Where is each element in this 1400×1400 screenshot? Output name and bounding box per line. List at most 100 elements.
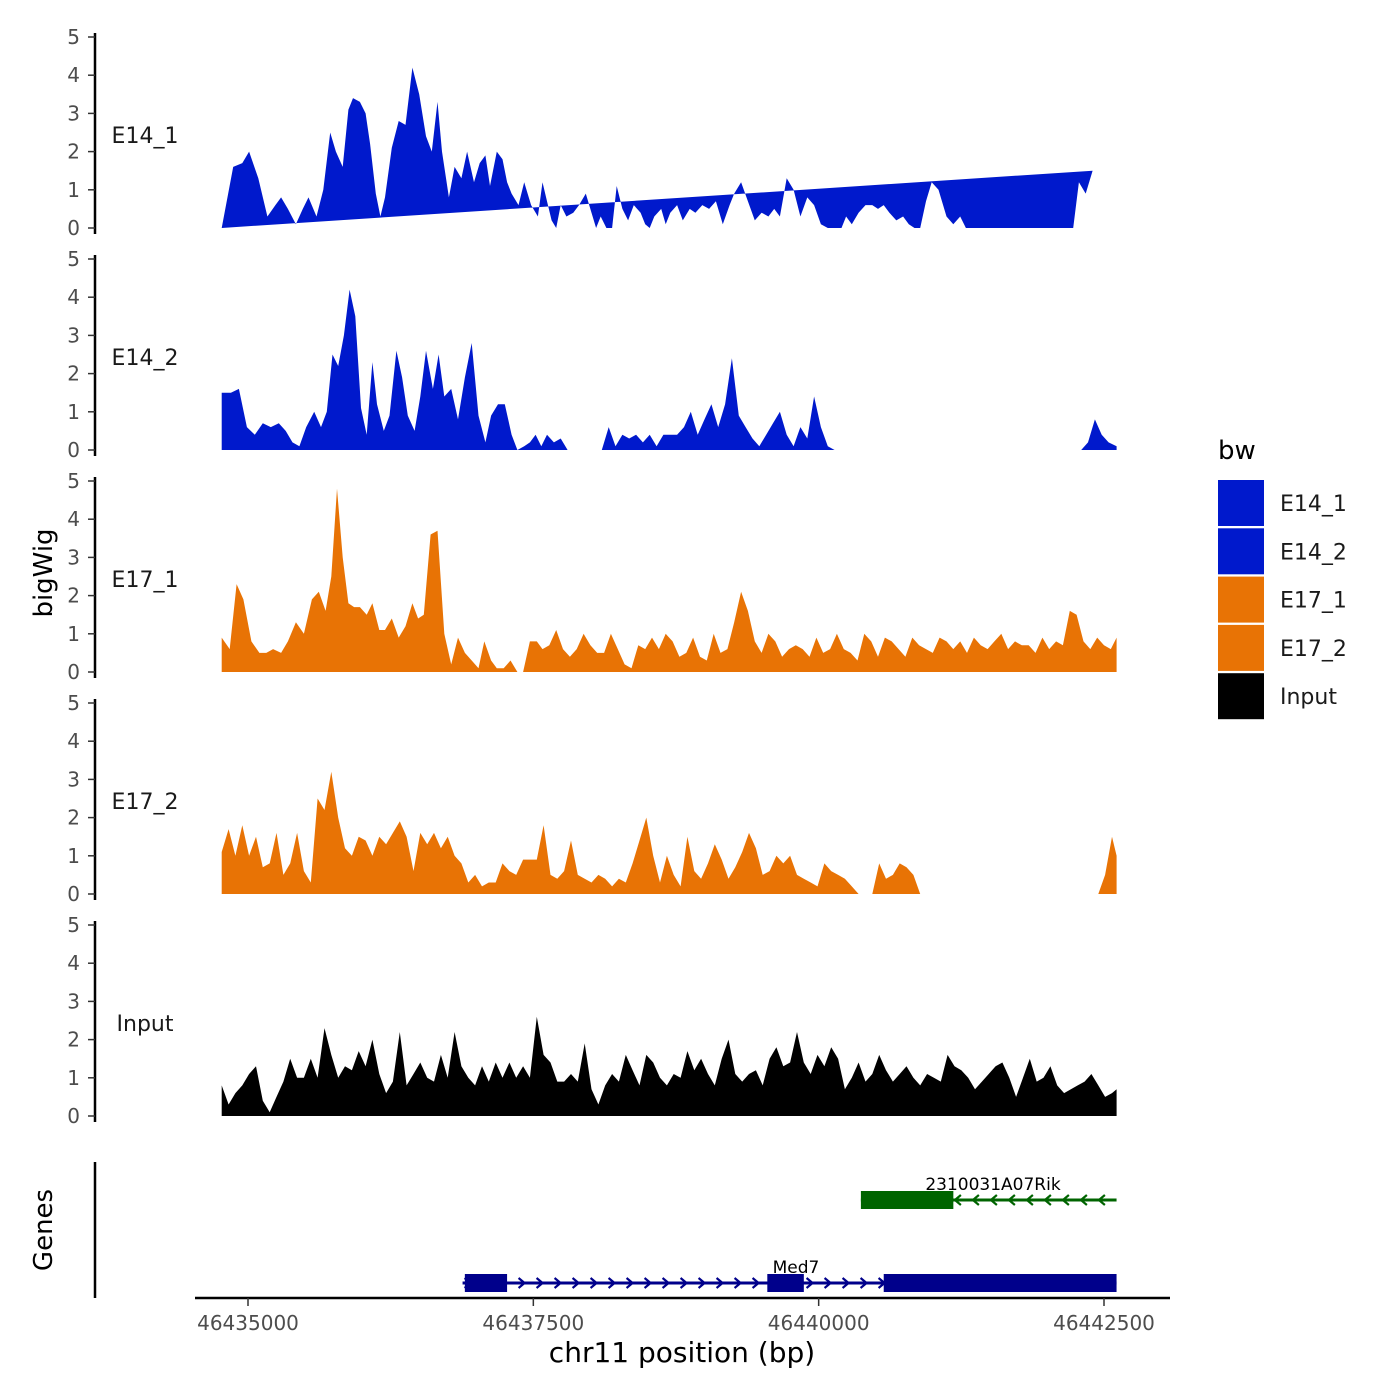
- y-tick-label: 5: [67, 691, 80, 715]
- strand-arrow: [517, 1277, 527, 1289]
- x-tick-label: 46442500: [1053, 1311, 1155, 1335]
- y-tick-label: 1: [67, 400, 80, 424]
- legend-item: Input: [1218, 673, 1337, 720]
- y-tick-label: 4: [67, 63, 80, 87]
- strand-arrow: [607, 1277, 617, 1289]
- track-E17_1: 0 1 2 3 4 5 E17_1: [67, 469, 1117, 684]
- x-axis: chr11 position (bp) 46435000 46437500 4644…: [195, 1296, 1170, 1369]
- legend-item: E17_2: [1218, 624, 1347, 671]
- y-tick-label: 3: [67, 323, 80, 347]
- strand-arrow: [553, 1277, 563, 1289]
- y-tick-label: 2: [67, 362, 80, 386]
- y-tick-label: 5: [67, 247, 80, 271]
- y-tick-label: 1: [67, 1066, 80, 1090]
- strand-arrow: [661, 1277, 671, 1289]
- strand-arrow: [625, 1277, 635, 1289]
- strand-arrow: [989, 1194, 998, 1206]
- y-tick-label: 5: [67, 913, 80, 937]
- gene-label: Med7: [773, 1258, 820, 1278]
- legend-swatch: [1218, 480, 1264, 526]
- signal-area: [221, 1016, 1117, 1116]
- signal-area: [221, 488, 1117, 672]
- legend-item: E14_2: [1218, 528, 1347, 575]
- y-tick-label: 0: [67, 1104, 80, 1128]
- track-E14_2: 0 1 2 3 4 5 E14_2: [67, 247, 1117, 462]
- legend-item: E17_1: [1218, 576, 1347, 623]
- y-tick-label: 1: [67, 844, 80, 868]
- y-tick-label: 5: [67, 25, 80, 49]
- x-tick-label: 46435000: [197, 1311, 299, 1335]
- track-label: E14_2: [112, 346, 179, 371]
- track-E14_1: 0 1 2 3 4 5 E14_1: [67, 25, 1093, 240]
- strand-arrow: [571, 1277, 581, 1289]
- y-tick-label: 0: [67, 882, 80, 906]
- legend-label: E14_2: [1280, 540, 1347, 565]
- gene-exon: [464, 1274, 508, 1292]
- y-tick-label: 3: [67, 545, 80, 569]
- legend-label: E17_2: [1280, 637, 1347, 662]
- gene-exon: [883, 1274, 1117, 1292]
- x-axis-title: chr11 position (bp): [549, 1336, 815, 1369]
- gene-Med7: Med7: [462, 1258, 1117, 1292]
- strand-arrow: [859, 1277, 869, 1289]
- strand-arrow: [805, 1277, 815, 1289]
- strand-arrow: [1025, 1194, 1034, 1206]
- y-tick-label: 4: [67, 507, 80, 531]
- y-tick-label: 2: [67, 1028, 80, 1052]
- legend-label: Input: [1280, 685, 1337, 710]
- strand-arrow: [589, 1277, 599, 1289]
- signal-area: [221, 289, 1117, 450]
- strand-arrow: [535, 1277, 545, 1289]
- x-tick-label: 46437500: [482, 1311, 584, 1335]
- strand-arrow: [643, 1277, 653, 1289]
- track-label: E17_2: [112, 790, 179, 815]
- gene-2310031A07Rik: 2310031A07Rik: [860, 1175, 1117, 1209]
- track-Input: 0 1 2 3 4 5 Input: [67, 913, 1117, 1128]
- strand-arrow: [1061, 1194, 1070, 1206]
- legend-label: E17_1: [1280, 589, 1347, 614]
- y-tick-label: 2: [67, 584, 80, 608]
- strand-arrow: [1007, 1194, 1016, 1206]
- y-tick-label: 3: [67, 101, 80, 125]
- strand-arrow: [1097, 1194, 1106, 1206]
- legend-swatch: [1218, 624, 1264, 671]
- y-tick-label: 2: [67, 806, 80, 830]
- y-axis-title: bigWig: [29, 528, 59, 617]
- gene-exon: [860, 1191, 954, 1209]
- y-tick-label: 0: [67, 216, 80, 240]
- strand-arrow: [697, 1277, 707, 1289]
- track-label: E17_1: [112, 568, 179, 593]
- y-tick-label: 3: [67, 989, 80, 1013]
- y-tick-label: 0: [67, 660, 80, 684]
- y-tick-label: 1: [67, 178, 80, 202]
- signal-area: [221, 771, 1117, 894]
- strand-arrow: [971, 1194, 980, 1206]
- tracks-layer: 0 1 2 3 4 5 E14_1 0 1 2 3 4 5 E14_2 0 1 2 3 4 5 E17_1 0 1 2 3 4 5 E…: [67, 25, 1117, 1128]
- genes-panel-title: Genes: [29, 1189, 59, 1271]
- legend-swatch: [1218, 528, 1264, 575]
- gene-label: 2310031A07Rik: [925, 1175, 1061, 1195]
- strand-arrow: [751, 1277, 761, 1289]
- strand-arrow: [841, 1277, 851, 1289]
- y-tick-label: 4: [67, 729, 80, 753]
- strand-arrow: [679, 1277, 689, 1289]
- legend: bw E14_1 E14_2 E17_1 E17_2 Input: [1218, 436, 1347, 720]
- track-label: E14_1: [112, 124, 179, 149]
- y-tick-label: 4: [67, 285, 80, 309]
- y-tick-label: 0: [67, 438, 80, 462]
- gene-exon: [767, 1274, 804, 1292]
- strand-arrow: [715, 1277, 725, 1289]
- y-tick-label: 5: [67, 469, 80, 493]
- signal-area: [221, 67, 1093, 228]
- track-label: Input: [117, 1012, 174, 1037]
- legend-swatch: [1218, 673, 1264, 720]
- strand-arrow: [953, 1194, 962, 1206]
- strand-arrow: [733, 1277, 743, 1289]
- genes-panel: Genes 2310031A07Rik Med7: [29, 1162, 1117, 1298]
- legend-label: E14_1: [1280, 492, 1347, 517]
- y-tick-label: 1: [67, 622, 80, 646]
- y-tick-label: 4: [67, 951, 80, 975]
- strand-arrow: [823, 1277, 833, 1289]
